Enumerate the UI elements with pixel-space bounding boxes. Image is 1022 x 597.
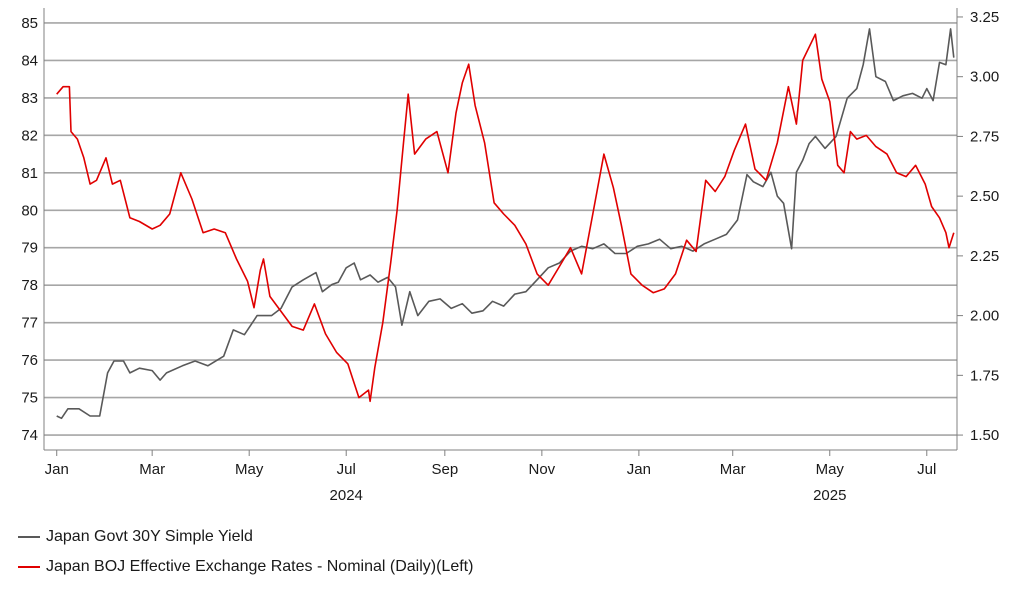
y-left-tick-label: 76 — [21, 352, 38, 369]
x-tick-label: Nov — [529, 461, 556, 478]
y-right-tick-label: 3.00 — [970, 69, 999, 86]
x-tick-label: Jul — [917, 461, 936, 478]
legend-swatch-yield — [18, 536, 40, 538]
series-line-boj-effective-exchange-rate — [56, 33, 955, 403]
y-left-tick-label: 81 — [21, 165, 38, 182]
x-tick-label: Sep — [431, 461, 458, 478]
y-left-tick-label: 82 — [21, 127, 38, 144]
y-right-tick-label: 2.00 — [970, 308, 999, 325]
x-tick-label: Mar — [139, 461, 165, 478]
legend-label-yield: Japan Govt 30Y Simple Yield — [46, 528, 253, 545]
legend: Japan Govt 30Y Simple Yield Japan BOJ Ef… — [18, 522, 473, 582]
y-right-tick-label: 1.50 — [970, 427, 999, 444]
y-right-tick-label: 2.25 — [970, 248, 999, 265]
x-year-label: 2025 — [813, 487, 846, 504]
y-left-tick-label: 83 — [21, 90, 38, 107]
tick-labels: 74 75 76 77 78 79 80 81 82 83 84 85 1.50 1.75 2.00 2.25… — [21, 9, 999, 504]
y-left-tick-label: 75 — [21, 390, 38, 407]
y-left-tick-label: 79 — [21, 240, 38, 257]
y-right-tick-label: 2.75 — [970, 128, 999, 145]
y-left-tick-label: 74 — [21, 427, 38, 444]
y-left-tick-label: 77 — [21, 315, 38, 332]
y-left-tick-label: 80 — [21, 202, 38, 219]
y-right-tick-label: 1.75 — [970, 367, 999, 384]
y-left-tick-label: 85 — [21, 15, 38, 32]
x-tick-label: Jan — [627, 461, 651, 478]
legend-item-yield: Japan Govt 30Y Simple Yield — [18, 522, 473, 552]
x-tick-label: Mar — [720, 461, 746, 478]
axes — [43, 8, 963, 456]
x-tick-label: Jan — [45, 461, 69, 478]
x-tick-label: May — [235, 461, 264, 478]
y-right-tick-label: 2.50 — [970, 188, 999, 205]
series-line-jgb-30y-yield — [56, 28, 955, 420]
y-left-tick-label: 78 — [21, 277, 38, 294]
y-right-tick-label: 3.25 — [970, 9, 999, 26]
legend-item-fx: Japan BOJ Effective Exchange Rates - Nom… — [18, 552, 473, 582]
y-left-tick-label: 84 — [21, 52, 38, 69]
x-year-label: 2024 — [330, 487, 363, 504]
x-tick-label: May — [816, 461, 845, 478]
legend-swatch-fx — [18, 566, 40, 568]
series-lines — [56, 28, 955, 420]
x-tick-label: Jul — [337, 461, 356, 478]
gridlines — [44, 22, 957, 436]
legend-label-fx: Japan BOJ Effective Exchange Rates - Nom… — [46, 558, 474, 575]
